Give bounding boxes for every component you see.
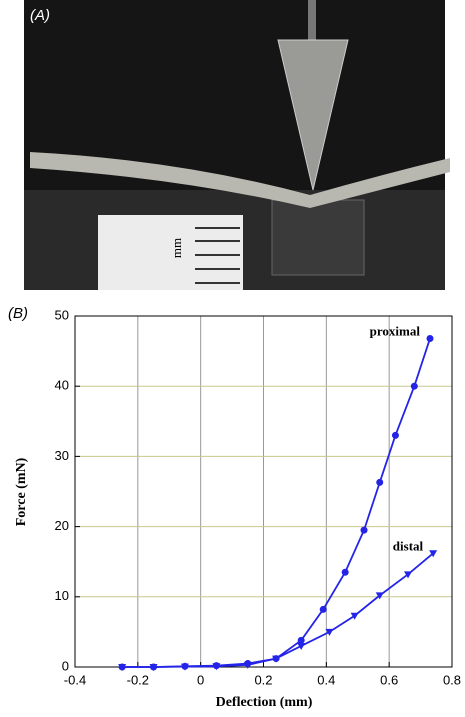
point [429,550,438,558]
point [360,526,368,534]
x-tick-label: 0.2 [254,672,272,687]
photo-slot [271,199,365,276]
photo-ruler-ticks [195,227,240,284]
y-axis-title: Force (mN) [14,457,29,526]
photo-blade-shaft [308,0,316,40]
x-axis-title: Deflection (mm) [216,695,313,710]
point [149,664,158,671]
x-tick-label: -0.2 [127,672,149,687]
point [391,431,399,439]
point [243,661,252,669]
series-label: proximal [370,323,421,338]
y-tick-label: 10 [55,588,69,603]
x-tick-label: 0.6 [380,672,398,687]
panel-label: (B) [8,305,28,322]
x-tick-label: 0.4 [317,672,335,687]
photo: mm (A) [24,0,450,290]
point [426,334,434,342]
photo-fiber [30,152,450,208]
point [319,605,327,613]
point [118,664,127,671]
y-tick-label: 20 [55,518,69,533]
point [180,663,189,671]
point [341,568,349,576]
series-line [122,552,434,668]
point [376,478,384,486]
series-label: distal [393,538,424,553]
point [325,628,334,636]
point [410,382,418,390]
y-tick-label: 40 [55,378,69,393]
x-tick-label: 0.8 [443,672,461,687]
panel-label: (A) [30,7,50,24]
point [297,642,306,650]
point [404,571,413,579]
series-line [122,338,431,668]
plot-frame [74,315,453,668]
point [297,636,305,644]
y-tick-label: 30 [55,448,69,463]
photo-blade [277,39,349,191]
point [375,592,384,600]
point [350,612,359,620]
photo-scale-text: mm [169,238,184,258]
y-tick-label: 50 [55,307,69,322]
x-tick-label: 0 [197,672,204,687]
point [272,655,281,663]
x-tick-label: -0.4 [64,672,86,687]
y-tick-label: 0 [62,658,69,673]
point [212,663,221,671]
